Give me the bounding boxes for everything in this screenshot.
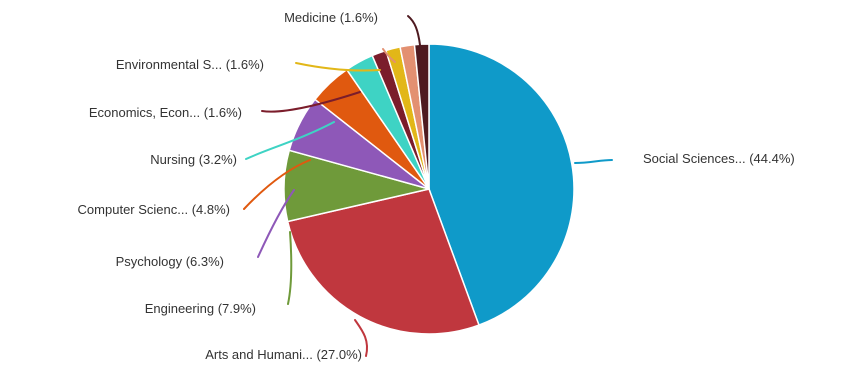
slice-label-1: Arts and Humani... (27.0%)	[205, 347, 362, 362]
leader-line-0	[574, 159, 613, 164]
leader-lines	[243, 15, 613, 357]
leader-line-2	[287, 231, 293, 305]
pie-slice-1	[286, 188, 480, 335]
leader-line-9	[407, 15, 421, 46]
slice-label-5: Nursing (3.2%)	[150, 152, 237, 167]
slice-labels: Social Sciences... (44.4%) Arts and Human…	[78, 10, 795, 362]
slice-label-4: Computer Scienc... (4.8%)	[78, 202, 230, 217]
slice-label-9: Medicine (1.6%)	[284, 10, 378, 25]
leader-line-4	[243, 159, 311, 210]
slice-label-7: Environmental S... (1.6%)	[116, 57, 264, 72]
leader-line-7	[295, 62, 381, 72]
leader-line-3	[257, 189, 295, 258]
leader-line-5	[245, 121, 335, 160]
leader-line-8	[382, 48, 396, 63]
slice-label-6: Economics, Econ... (1.6%)	[89, 105, 242, 120]
slice-label-0: Social Sciences... (44.4%)	[643, 151, 795, 166]
pie-slices	[283, 43, 575, 335]
slice-label-3: Psychology (6.3%)	[116, 254, 224, 269]
pie-slice-9	[413, 43, 430, 190]
leader-line-1	[354, 319, 368, 357]
leader-line-6	[261, 91, 361, 113]
pie-slice-0	[428, 43, 575, 327]
slice-label-2: Engineering (7.9%)	[145, 301, 256, 316]
